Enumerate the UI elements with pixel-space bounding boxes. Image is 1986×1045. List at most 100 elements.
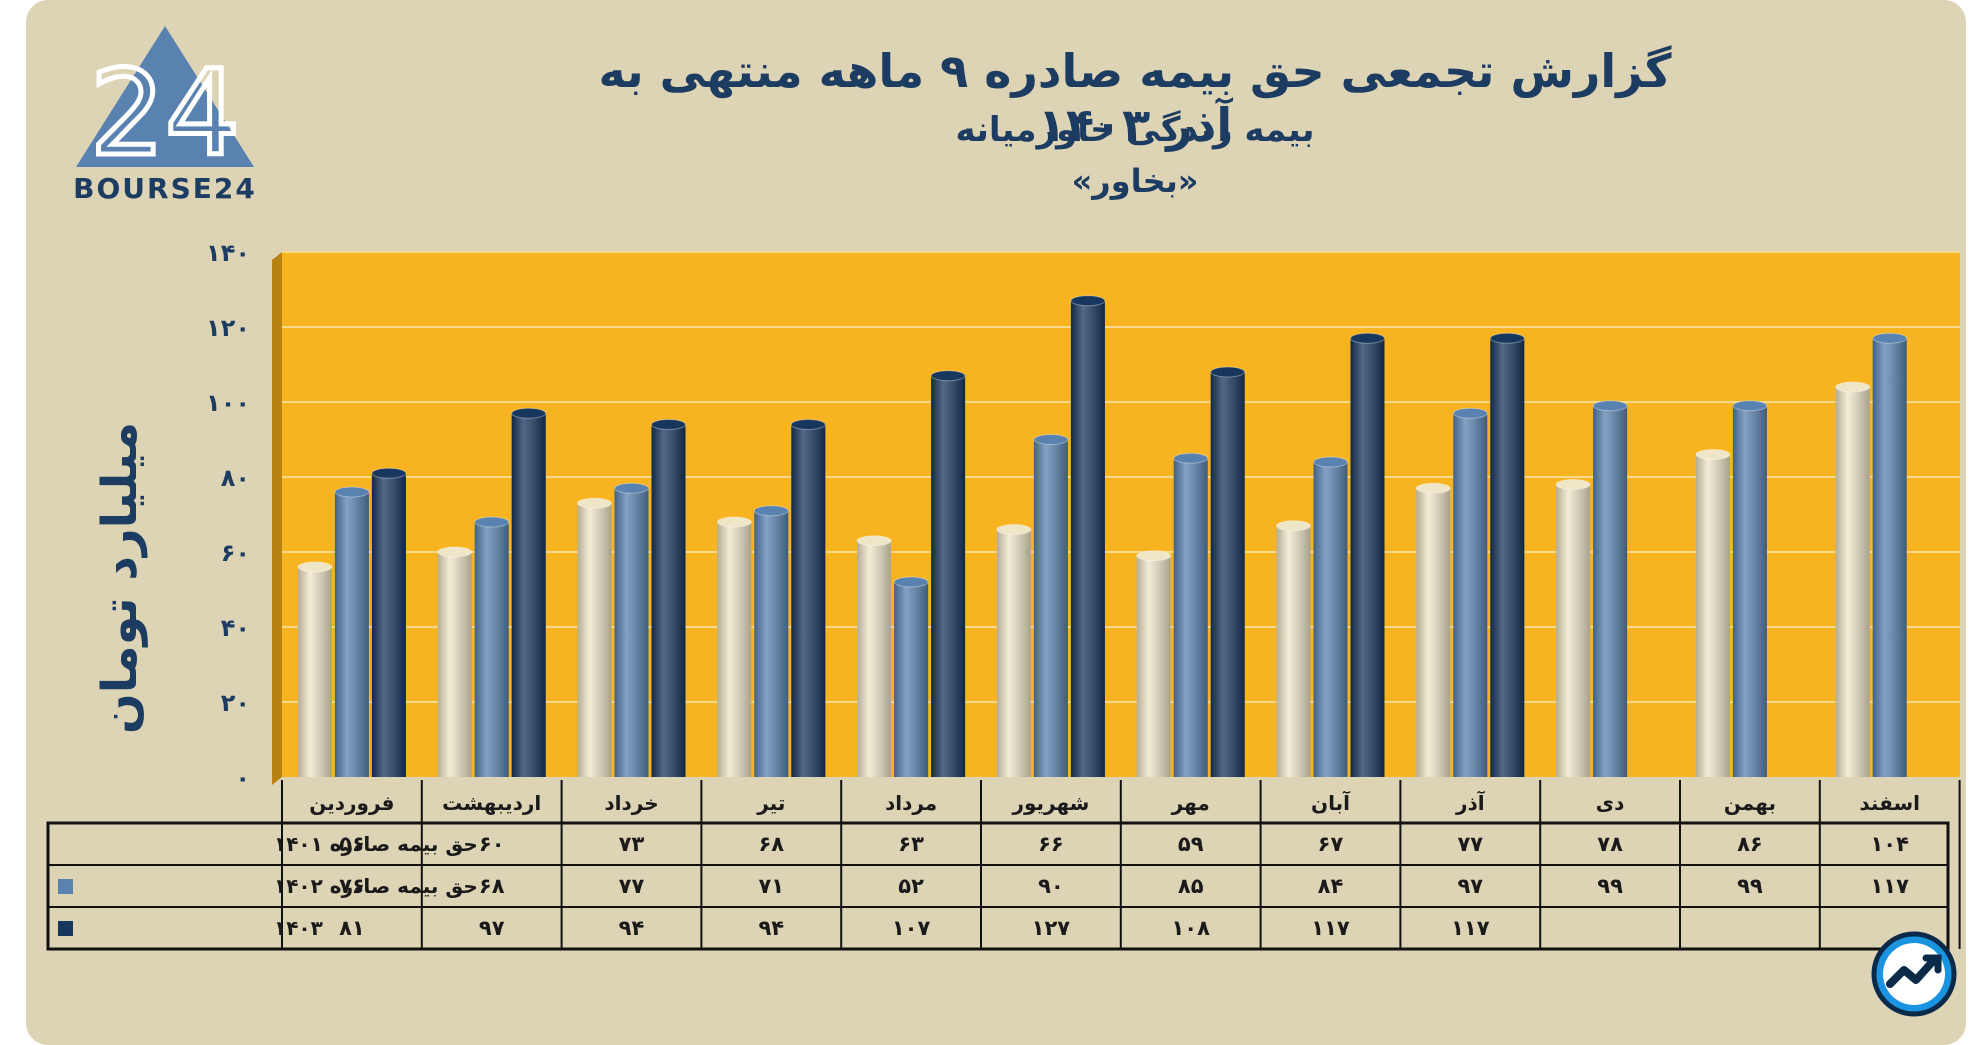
legend-swatch bbox=[58, 921, 73, 936]
data-label: ۱۲۷ bbox=[1032, 916, 1071, 940]
chart-title: گزارش تجمعی حق بیمه صادره ۹ ماهه منتهی ب… bbox=[598, 44, 1672, 152]
data-label: ۵۶ bbox=[339, 832, 365, 856]
y-tick-label: ۱۰۰ bbox=[206, 389, 250, 417]
bar bbox=[1313, 456, 1348, 777]
data-label: ۹۷ bbox=[479, 916, 505, 940]
category-label: بهمن bbox=[1724, 791, 1776, 815]
y-tick-label: ۲۰ bbox=[221, 689, 250, 717]
chart-subtitle: بیمه زندگی خاورمیانه bbox=[955, 110, 1315, 150]
bar bbox=[1033, 434, 1069, 777]
data-label: ۶۸ bbox=[479, 874, 505, 898]
category-label: فروردین bbox=[309, 791, 394, 815]
data-label: ۷۷ bbox=[1457, 832, 1483, 856]
data-label: ۶۸ bbox=[758, 832, 784, 856]
logo-triangle bbox=[76, 26, 254, 167]
bar bbox=[1210, 366, 1246, 777]
data-label: ۶۶ bbox=[1038, 832, 1064, 856]
bar bbox=[614, 482, 649, 777]
bar bbox=[1592, 400, 1628, 777]
category-label: آبان bbox=[1311, 790, 1351, 815]
company-symbol: «بخاور» bbox=[1071, 162, 1199, 200]
logo-mark: 24 bbox=[90, 44, 240, 172]
plot-side-wall bbox=[272, 252, 282, 785]
bar bbox=[790, 419, 826, 777]
data-label: ۷۸ bbox=[1597, 832, 1623, 856]
data-label: ۸۶ bbox=[1737, 832, 1763, 856]
bar bbox=[1732, 400, 1768, 777]
data-label: ۹۷ bbox=[1457, 874, 1483, 898]
legend-entry: حق بیمه صادره ۱۴۰۲ bbox=[274, 874, 478, 898]
data-label: ۱۰۸ bbox=[1171, 916, 1210, 940]
data-label: ۹۴ bbox=[619, 916, 645, 940]
bar bbox=[577, 497, 612, 777]
data-label: ۸۵ bbox=[1178, 874, 1204, 898]
bar bbox=[1173, 452, 1209, 777]
category-label: مهر bbox=[1171, 791, 1210, 815]
data-label: ۶۷ bbox=[1318, 832, 1344, 856]
y-tick-label: ۸۰ bbox=[221, 464, 250, 492]
plot-area bbox=[282, 252, 1960, 777]
table-frame bbox=[46, 821, 1950, 951]
bar bbox=[1276, 520, 1311, 777]
bar bbox=[1835, 381, 1871, 777]
bar bbox=[371, 467, 407, 777]
bar bbox=[996, 524, 1032, 777]
y-tick-label: ۰ bbox=[235, 764, 250, 792]
bar bbox=[893, 576, 929, 777]
data-label: ۸۱ bbox=[339, 916, 365, 940]
legend-entry: حق بیمه صادره ۱۴۰۱ bbox=[274, 832, 478, 856]
bar bbox=[651, 419, 686, 777]
data-label: ۷۷ bbox=[619, 874, 645, 898]
bar bbox=[753, 505, 789, 777]
y-tick-label: ۴۰ bbox=[221, 614, 250, 642]
bar bbox=[437, 546, 473, 777]
bar bbox=[1452, 407, 1488, 777]
data-label: ۷۶ bbox=[339, 874, 365, 898]
data-label: ۶۰ bbox=[479, 832, 505, 856]
category-label: اسفند bbox=[1859, 791, 1920, 815]
data-label: ۱۱۷ bbox=[1451, 916, 1490, 940]
bar bbox=[716, 516, 752, 777]
bar bbox=[1415, 482, 1451, 777]
y-tick-label: ۱۴۰ bbox=[206, 239, 250, 267]
bar bbox=[856, 535, 892, 777]
category-label: تیر bbox=[756, 791, 785, 815]
data-label: ۷۱ bbox=[758, 874, 784, 898]
data-label: ۹۹ bbox=[1737, 874, 1763, 898]
bar bbox=[511, 407, 547, 777]
category-label: دی bbox=[1596, 791, 1625, 815]
data-label: ۸۴ bbox=[1318, 874, 1344, 898]
data-label: ۷۳ bbox=[619, 832, 645, 856]
data-label: ۱۱۷ bbox=[1311, 916, 1350, 940]
bar bbox=[1872, 332, 1908, 777]
bar bbox=[1136, 550, 1172, 777]
bar bbox=[1555, 479, 1591, 777]
category-label: مرداد bbox=[885, 791, 937, 815]
y-tick-label: ۱۲۰ bbox=[206, 314, 250, 342]
legend-swatch bbox=[58, 879, 73, 894]
bar bbox=[1489, 332, 1525, 777]
bar bbox=[1070, 295, 1106, 777]
category-label: اردیبهشت bbox=[442, 791, 541, 815]
category-label: آذر bbox=[1455, 790, 1486, 815]
data-label: ۶۳ bbox=[898, 832, 924, 856]
data-label: ۱۰۴ bbox=[1870, 832, 1909, 856]
bar bbox=[930, 370, 966, 777]
logo-text: BOURSE24 bbox=[73, 172, 257, 205]
data-label: ۹۴ bbox=[758, 916, 784, 940]
y-tick-label: ۶۰ bbox=[221, 539, 250, 567]
data-label: ۱۱۷ bbox=[1870, 874, 1909, 898]
bar bbox=[474, 516, 510, 777]
data-label: ۵۲ bbox=[898, 874, 924, 898]
bar bbox=[1350, 332, 1385, 777]
bar bbox=[1695, 449, 1731, 777]
legend-entry: ۱۴۰۳ bbox=[274, 916, 323, 940]
category-label: شهریور bbox=[1011, 791, 1089, 815]
bourse24-logo: 24 bbox=[76, 26, 254, 172]
bar bbox=[297, 561, 333, 777]
data-label: ۹۰ bbox=[1038, 874, 1064, 898]
data-label: ۹۹ bbox=[1597, 874, 1623, 898]
bar bbox=[334, 486, 370, 777]
data-label: ۵۹ bbox=[1178, 832, 1204, 856]
